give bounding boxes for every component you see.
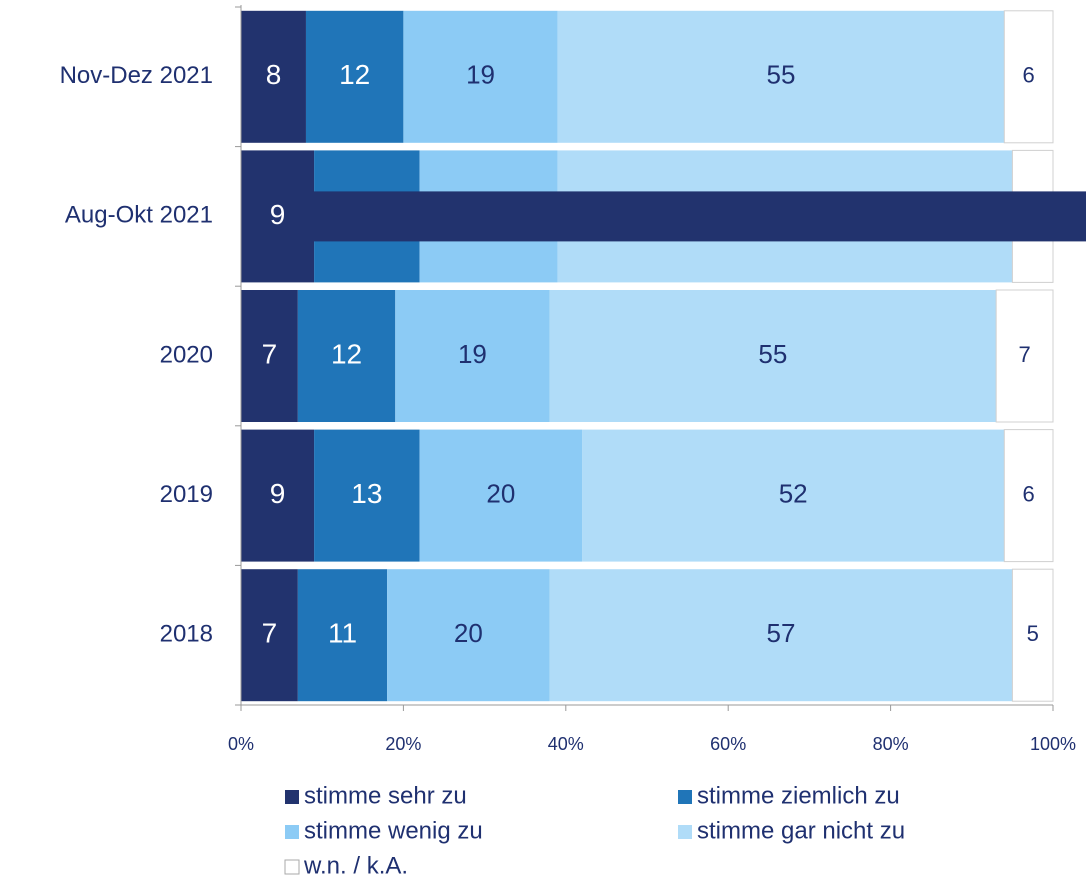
bar-segment — [1011, 568, 1054, 702]
legend-swatch — [678, 825, 692, 839]
legend-swatch — [285, 790, 299, 804]
legend-label: w.n. / k.A. — [303, 852, 408, 879]
y-tick-label: 2018 — [160, 621, 213, 648]
y-tick-label: Nov-Dez 2021 — [60, 62, 213, 89]
bar-segment — [241, 150, 315, 283]
data-label: 13 — [351, 478, 382, 509]
data-label: 8 — [266, 59, 282, 90]
data-label: 20 — [454, 618, 483, 648]
x-tick-label: 80% — [873, 734, 909, 754]
data-label: 7 — [262, 618, 278, 649]
x-tick-label: 0% — [228, 734, 254, 754]
data-label: 11 — [328, 618, 357, 649]
data-label: 55 — [767, 60, 796, 90]
bar-segment — [582, 429, 1005, 562]
legend-swatch — [285, 825, 299, 839]
data-label: 19 — [458, 339, 487, 369]
legend-swatch — [284, 859, 300, 875]
y-tick-label: Aug-Okt 2021 — [65, 202, 213, 229]
x-tick-label: 40% — [548, 734, 584, 754]
overlay-bar — [312, 191, 1086, 242]
bar-segment — [419, 429, 583, 562]
data-label: 19 — [466, 60, 495, 90]
legend-label: stimme wenig zu — [304, 817, 483, 844]
data-label: 57 — [767, 618, 796, 648]
bar-segment — [1003, 429, 1054, 563]
x-tick-label: 20% — [385, 734, 421, 754]
data-label: 20 — [486, 478, 515, 508]
bar-segment — [314, 429, 420, 562]
data-label: 7 — [262, 338, 278, 369]
x-tick-label: 100% — [1030, 734, 1076, 754]
data-label: 9 — [270, 478, 286, 509]
legend-label: stimme gar nicht zu — [697, 817, 905, 844]
bar-segment — [557, 10, 1005, 143]
bar-segment — [241, 569, 298, 702]
bar-segment — [403, 10, 558, 143]
data-label: 52 — [779, 478, 808, 508]
legend-label: stimme sehr zu — [304, 782, 467, 809]
bar-segment — [241, 429, 315, 562]
y-tick-label: 2020 — [160, 341, 213, 368]
x-tick-label: 60% — [710, 734, 746, 754]
bar-segment — [549, 290, 997, 422]
bar-segment — [241, 10, 306, 143]
data-label: 9 — [270, 199, 286, 230]
bar-segment — [297, 569, 388, 702]
legend-swatch — [678, 790, 692, 804]
bar-segment — [395, 290, 550, 422]
legend-label: stimme ziemlich zu — [697, 782, 900, 809]
data-label: 6 — [1023, 63, 1035, 88]
bar-segment — [297, 290, 396, 422]
bar-segment — [241, 290, 298, 422]
bar-segment — [995, 289, 1054, 423]
data-label: 5 — [1027, 621, 1039, 646]
data-label: 55 — [758, 339, 787, 369]
data-label: 12 — [331, 338, 362, 369]
y-tick-label: 2019 — [160, 481, 213, 508]
bar-segment — [549, 569, 1013, 702]
data-label: 7 — [1018, 342, 1030, 367]
bar-segment — [1003, 10, 1054, 144]
bar-segment — [305, 10, 404, 143]
data-label: 6 — [1023, 481, 1035, 506]
bar-segment — [387, 569, 550, 702]
data-label: 12 — [339, 59, 370, 90]
